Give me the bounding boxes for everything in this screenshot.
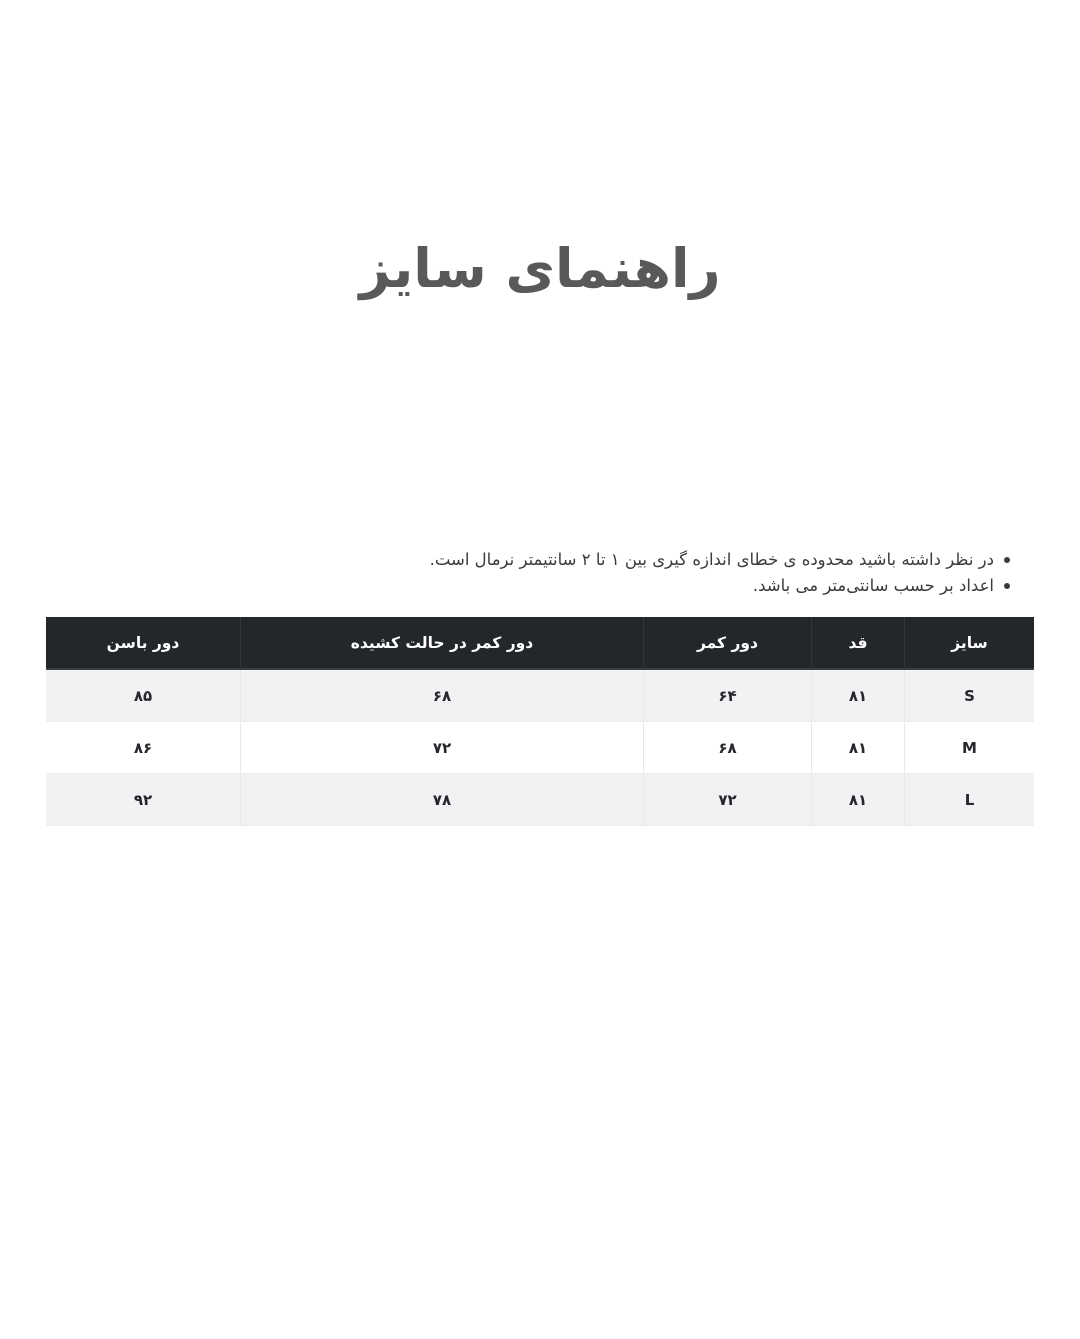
table-row-size-l: L ۸۱ ۷۲ ۷۸ ۹۲ — [46, 774, 1034, 826]
cell-waist: ۶۸ — [644, 722, 812, 774]
column-header-hip: دور باسن — [46, 617, 241, 670]
column-header-waist: دور کمر — [644, 617, 812, 670]
notes-list: در نظر داشته باشید محدوده ی خطای اندازه … — [46, 547, 1034, 599]
cell-waist-stretch: ۷۸ — [241, 774, 644, 826]
bullet-icon — [1004, 583, 1010, 589]
cell-waist: ۷۲ — [644, 774, 812, 826]
cell-waist: ۶۴ — [644, 670, 812, 722]
cell-height: ۸۱ — [812, 774, 905, 826]
header-row: سایز قد دور کمر دور کمر در حالت کشیده دو… — [46, 617, 1034, 670]
content-area: راهنمای سایز در نظر داشته باشید محدوده ی… — [46, 228, 1034, 826]
table-header: سایز قد دور کمر دور کمر در حالت کشیده دو… — [46, 617, 1034, 670]
table-body: S ۸۱ ۶۴ ۶۸ ۸۵ M ۸۱ ۶۸ ۷۲ ۸۶ L ۸۱ ۷۲ ۷۸ ۹… — [46, 670, 1034, 826]
note-text: در نظر داشته باشید محدوده ی خطای اندازه … — [429, 550, 994, 569]
column-header-height: قد — [812, 617, 905, 670]
note-item: اعداد بر حسب سانتی‌متر می باشد. — [46, 573, 1010, 599]
note-text: اعداد بر حسب سانتی‌متر می باشد. — [752, 576, 994, 595]
column-header-waist-stretch: دور کمر در حالت کشیده — [241, 617, 644, 670]
cell-size: L — [905, 774, 1034, 826]
cell-hip: ۸۵ — [46, 670, 241, 722]
cell-waist-stretch: ۷۲ — [241, 722, 644, 774]
cell-size: M — [905, 722, 1034, 774]
cell-size: S — [905, 670, 1034, 722]
cell-hip: ۸۶ — [46, 722, 241, 774]
column-header-size: سایز — [905, 617, 1034, 670]
note-item: در نظر داشته باشید محدوده ی خطای اندازه … — [46, 547, 1010, 573]
cell-hip: ۹۲ — [46, 774, 241, 826]
cell-waist-stretch: ۶۸ — [241, 670, 644, 722]
table-row-size-s: S ۸۱ ۶۴ ۶۸ ۸۵ — [46, 670, 1034, 722]
cell-height: ۸۱ — [812, 670, 905, 722]
table-row-size-m: M ۸۱ ۶۸ ۷۲ ۸۶ — [46, 722, 1034, 774]
size-guide-table: سایز قد دور کمر دور کمر در حالت کشیده دو… — [46, 617, 1034, 826]
page-title: راهنمای سایز — [359, 237, 721, 300]
cell-height: ۸۱ — [812, 722, 905, 774]
bullet-icon — [1004, 557, 1010, 563]
